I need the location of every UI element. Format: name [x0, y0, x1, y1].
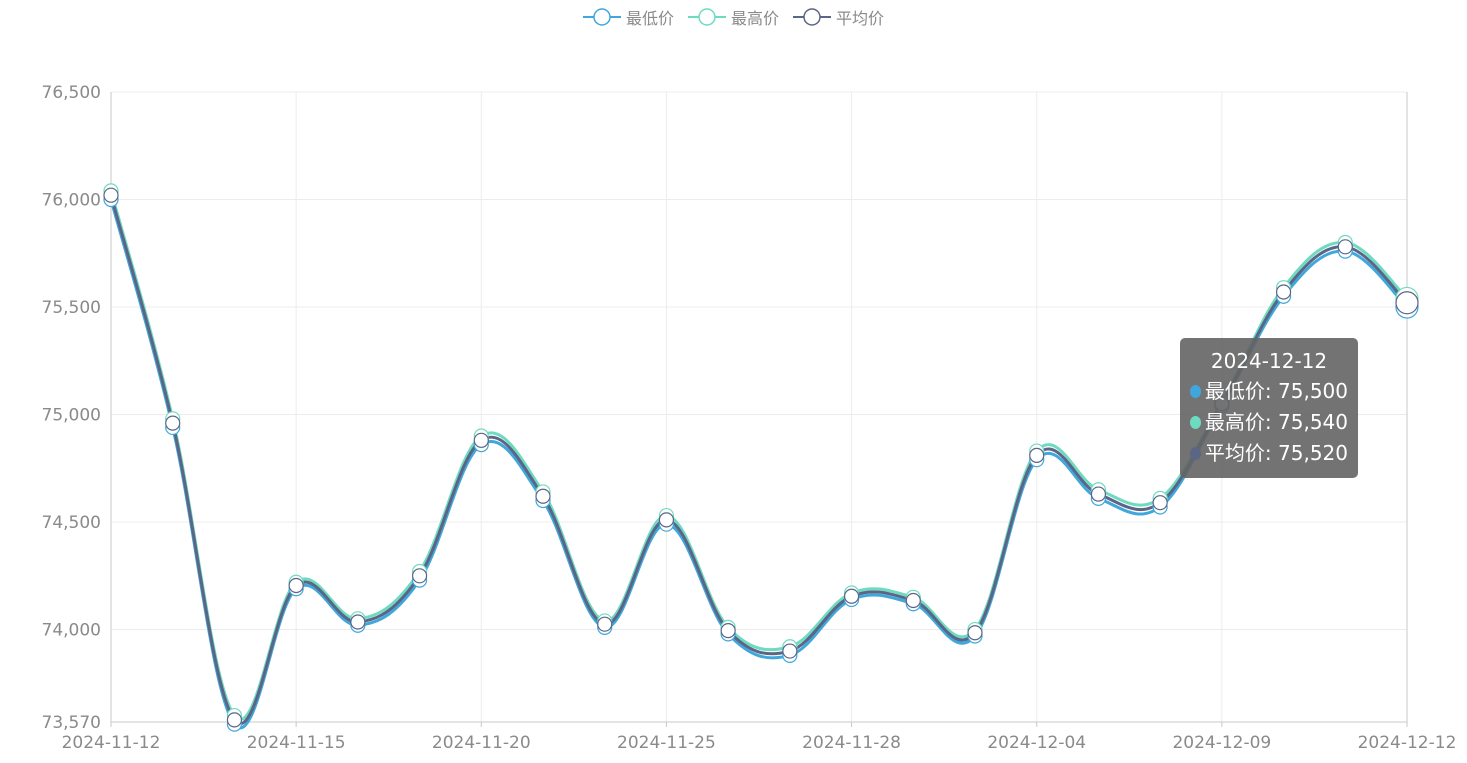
legend-item-avg[interactable]: 平均价 — [793, 4, 884, 30]
tooltip-text-max: 最高价: 75,540 — [1204, 410, 1348, 434]
data-point-avg[interactable] — [782, 643, 798, 659]
data-point-avg[interactable] — [226, 712, 243, 728]
legend-label-avg: 平均价 — [836, 9, 885, 28]
x-tick-label: 2024-11-28 — [802, 733, 901, 753]
x-tick-label: 2024-12-04 — [987, 733, 1086, 753]
data-point-avg[interactable] — [473, 432, 489, 448]
tooltip-row-min: 最低价: 75,500 — [1190, 376, 1348, 407]
tooltip-dot-avg — [1190, 447, 1201, 460]
legend-circle-avg — [803, 8, 821, 26]
data-point-avg[interactable] — [843, 588, 860, 604]
y-tick-label: 73,570 — [42, 713, 101, 733]
data-point-avg[interactable] — [1337, 239, 1353, 255]
x-tick-label: 2024-11-25 — [617, 733, 716, 753]
data-point-avg[interactable] — [658, 512, 675, 528]
data-point-avg[interactable] — [1090, 486, 1107, 502]
tooltip-text-avg: 平均价: 75,520 — [1204, 441, 1348, 465]
tooltip-title: 2024-12-12 — [1210, 349, 1328, 373]
legend-item-min[interactable]: 最低价 — [582, 4, 674, 30]
legend-marker-min — [582, 8, 621, 26]
y-tick-label: 75,500 — [42, 298, 101, 318]
tooltip-text-min: 最低价: 75,500 — [1204, 379, 1348, 403]
y-tick-label: 76,000 — [42, 191, 101, 211]
data-point-avg[interactable] — [597, 616, 613, 632]
x-tick-label: 2024-11-20 — [432, 733, 531, 753]
legend-marker-avg — [793, 8, 831, 26]
data-point-avg[interactable] — [1152, 495, 1168, 511]
data-point-avg[interactable] — [1029, 447, 1045, 463]
data-point-avg[interactable] — [1275, 284, 1292, 300]
data-point-avg[interactable] — [1395, 291, 1419, 315]
tooltip-row-avg: 平均价: 75,520 — [1190, 438, 1348, 469]
legend-circle-max — [698, 8, 716, 26]
tooltip-dot-max — [1190, 416, 1201, 429]
data-point-avg[interactable] — [411, 568, 428, 584]
y-axis-labels: 73,570 74,000 74,500 75,000 75,500 76,000 76,5… — [42, 83, 101, 733]
y-tick-label: 75,000 — [42, 406, 101, 426]
tooltip: 2024-12-12 最低价: 75,500 最高价: 75,540 平均价: … — [1180, 338, 1358, 478]
tooltip-dot-min — [1190, 385, 1201, 398]
data-point-avg[interactable] — [288, 577, 304, 594]
series-points[interactable] — [103, 183, 1419, 732]
data-point-avg[interactable] — [967, 625, 983, 641]
data-point-avg[interactable] — [535, 488, 551, 504]
x-tick-label: 2024-12-09 — [1172, 733, 1271, 753]
legend: 最低价 最高价 平均价 — [0, 4, 1467, 30]
x-tick-label: 2024-12-12 — [1358, 733, 1457, 753]
series-line-avg — [109, 194, 1409, 725]
data-point-avg[interactable] — [103, 187, 119, 203]
data-point-avg[interactable] — [165, 415, 181, 431]
legend-label-min: 最低价 — [625, 9, 674, 28]
legend-marker-max — [687, 8, 726, 26]
y-tick-label: 76,500 — [42, 83, 101, 103]
y-tick-label: 74,500 — [42, 513, 101, 533]
data-point-avg[interactable] — [350, 614, 366, 630]
data-point-avg[interactable] — [905, 592, 921, 609]
legend-circle-min — [593, 8, 611, 26]
legend-label-max: 最高价 — [730, 9, 779, 28]
data-point-avg[interactable] — [720, 623, 736, 639]
series-lines — [109, 190, 1409, 730]
x-tick-label: 2024-11-15 — [247, 733, 346, 753]
x-tick-label: 2024-11-12 — [62, 733, 161, 753]
legend-item-max[interactable]: 最高价 — [687, 4, 779, 30]
x-axis-labels: 2024-11-12 2024-11-15 2024-11-20 2024-11-25… — [62, 733, 1457, 753]
tooltip-row-max: 最高价: 75,540 — [1190, 407, 1348, 438]
y-tick-label: 74,000 — [42, 621, 101, 641]
